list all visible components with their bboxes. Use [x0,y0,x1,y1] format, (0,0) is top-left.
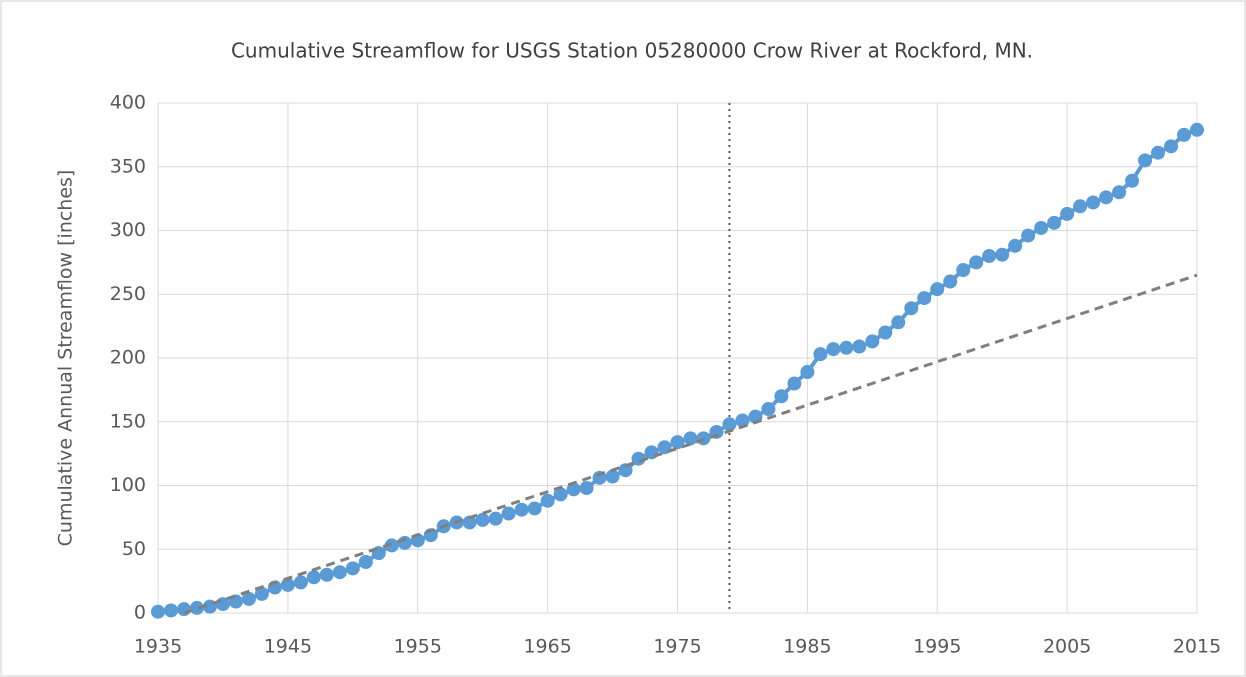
y-tick-label: 100 [110,474,146,496]
data-point [553,487,568,502]
data-point [683,431,698,446]
data-point [1060,206,1075,221]
y-tick-label: 50 [122,538,146,560]
data-point [1047,215,1062,230]
data-point [1112,185,1127,200]
data-point [501,506,516,521]
data-point [787,376,802,391]
data-point [241,591,256,606]
x-tick-label: 1995 [913,636,961,658]
data-point [280,577,295,592]
data-point [254,586,269,601]
data-point [566,482,581,497]
x-tick-label: 1975 [653,636,701,658]
data-point [527,501,542,516]
data-point [293,575,308,590]
data-point [878,325,893,340]
data-point [1008,238,1023,253]
data-point [891,315,906,330]
data-point [982,249,997,263]
data-point [839,340,854,355]
data-point [761,402,776,416]
data-point [358,555,373,569]
data-point [904,301,919,316]
y-tick-label: 350 [110,155,146,177]
data-point [1138,153,1153,168]
y-tick-label: 250 [110,283,146,305]
data-point [345,561,360,576]
data-point [1021,228,1036,243]
x-tick-label: 1945 [264,636,312,658]
data-point [1086,195,1101,210]
x-tick-label: 1935 [134,636,182,658]
data-point [514,502,529,517]
data-point [774,389,789,404]
x-tick-label: 1985 [783,636,831,658]
data-point [1034,220,1049,235]
chart-title: Cumulative Streamflow for USGS Station 0… [231,39,1033,63]
x-tick-label: 1965 [523,636,571,658]
data-point [332,565,347,580]
data-point [1177,127,1192,142]
data-point [1073,199,1088,214]
data-point [1190,122,1204,137]
data-point [176,602,191,617]
data-point [969,255,984,270]
data-point [605,469,620,484]
data-point [475,512,490,527]
trend-line [183,273,1198,615]
data-point [813,347,828,362]
data-point [826,342,841,357]
y-tick-label: 150 [110,410,146,432]
data-point [852,339,867,354]
data-point [319,567,334,582]
data-point [579,481,594,496]
data-point [956,263,971,278]
y-tick-label: 300 [110,219,146,241]
data-point [800,365,815,380]
data-point [865,334,880,349]
x-tick-label: 2015 [1173,636,1221,658]
data-point [1099,190,1114,205]
data-point [735,413,750,428]
x-tick-label: 1955 [394,636,442,658]
data-point [722,417,737,432]
y-tick-label: 200 [110,347,146,369]
data-point [488,511,503,526]
y-tick-label: 400 [110,92,146,114]
data-point [995,247,1010,262]
data-point [1125,173,1140,188]
data-point [943,274,958,289]
data-point [163,603,178,618]
data-point [618,463,633,478]
data-point [670,435,685,450]
data-point [462,515,477,530]
data-point [151,604,165,619]
y-axis-label: Cumulative Annual Streamflow [inches] [55,170,77,547]
data-point [917,291,932,306]
data-point [631,451,646,466]
data-point [384,538,399,553]
y-tick-label: 0 [134,602,146,624]
data-point [930,282,945,297]
x-tick-label: 2005 [1043,636,1091,658]
data-point [1151,145,1166,160]
data-point [306,570,321,585]
data-point [1164,139,1179,154]
data-point [189,600,204,615]
data-point [540,493,555,508]
